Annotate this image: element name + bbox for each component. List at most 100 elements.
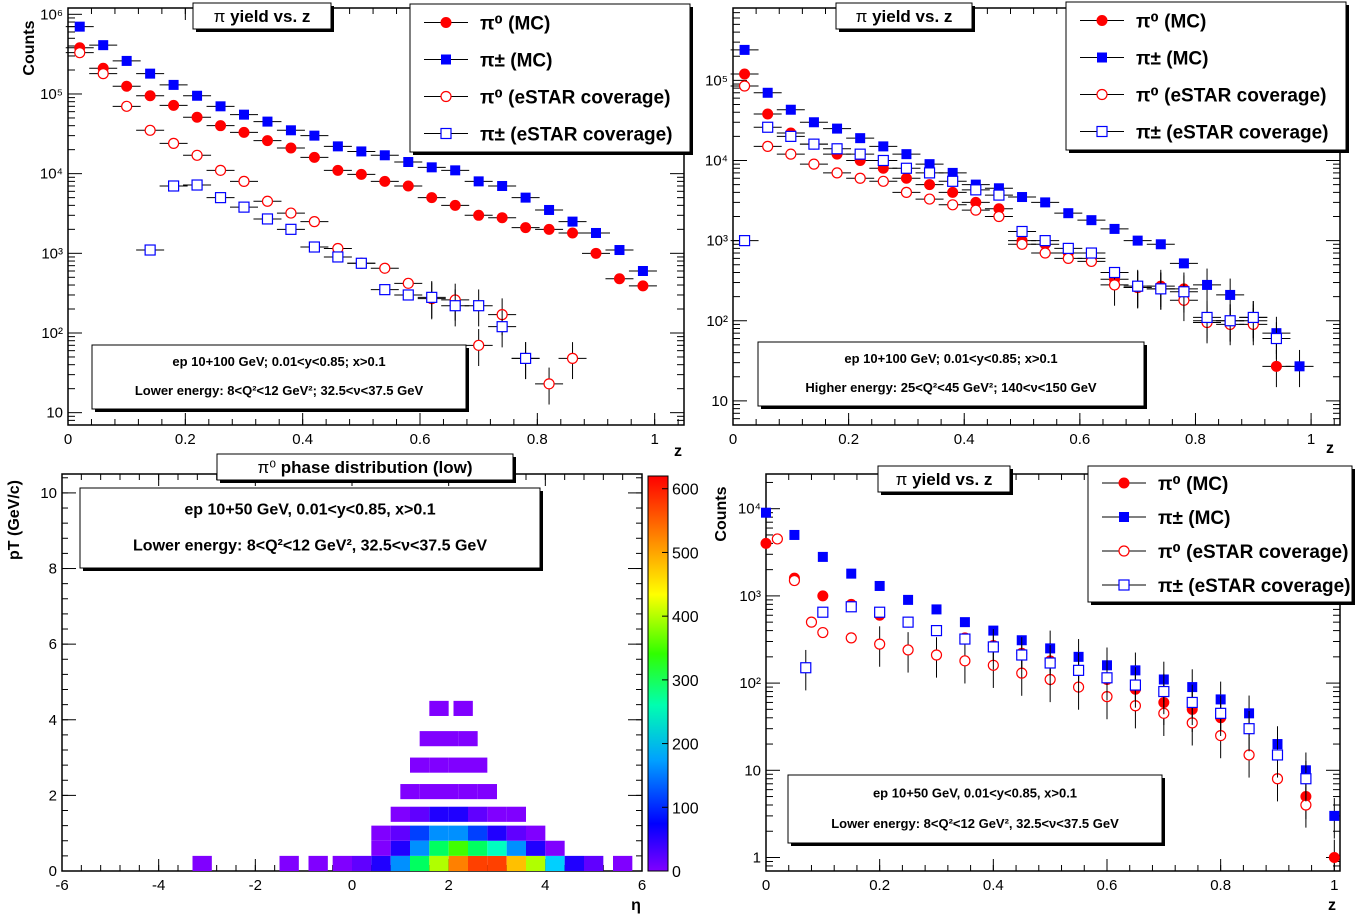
data-point [121, 100, 133, 112]
data-point [903, 594, 914, 605]
data-point [785, 104, 796, 115]
data-point [1086, 215, 1097, 226]
heatmap-cell [419, 784, 439, 800]
heatmap-cell [308, 855, 328, 871]
data-point [1328, 851, 1340, 863]
data-point [543, 378, 555, 390]
heatmap-cell [390, 825, 410, 841]
data-point [817, 606, 829, 618]
data-point [878, 141, 889, 152]
heatmap-cell [371, 855, 391, 871]
data-point [355, 168, 367, 180]
series-4 [800, 601, 1312, 802]
data-point [738, 235, 751, 247]
data-point [567, 216, 578, 227]
data-point [808, 138, 820, 150]
title-symbol: π [214, 7, 226, 26]
data-point [450, 165, 461, 176]
legend-marker [440, 90, 452, 103]
y-tick-label: 10⁴ [40, 166, 63, 183]
x-tick-label: 0.8 [527, 431, 548, 448]
y-tick-label: 10³ [706, 233, 728, 250]
data-point [356, 146, 367, 157]
data-point [637, 280, 649, 292]
legend-label: π⁰ (eSTAR coverage) [1136, 86, 1326, 107]
data-point [261, 195, 274, 207]
data-point [473, 209, 485, 221]
data-point [771, 533, 783, 545]
x-tick-label: 0 [348, 877, 356, 894]
data-point [168, 180, 180, 192]
data-point [947, 199, 959, 211]
heatmap-cell [526, 825, 546, 841]
data-point [591, 227, 601, 238]
y-tick-label: 10 [744, 762, 761, 779]
data-point [923, 193, 936, 205]
info-line-1: ep 10+100 GeV; 0.01<y<0.85; x>0.1 [844, 351, 1057, 366]
data-point [900, 162, 913, 174]
data-point [215, 101, 226, 112]
heatmap-cell [429, 806, 449, 822]
x-tick-label: 2 [444, 877, 452, 894]
title-text: yield vs. z [907, 470, 992, 489]
data-point [285, 223, 297, 235]
data-point [1016, 225, 1028, 238]
data-point [1215, 707, 1227, 719]
overlay-layer: π yield vs. z π⁰ (MC) π± (MC) π⁰ (eSTAR cov… [6, 1, 1355, 914]
data-point [817, 590, 829, 602]
data-point [817, 551, 828, 562]
info-line-2: Higher energy: 25<Q²<45 GeV²; 140<ν<150 … [805, 380, 1097, 395]
heatmap-cell [400, 784, 420, 800]
data-point [1270, 360, 1282, 372]
data-point [959, 655, 971, 667]
palette-tick-label: 600 [672, 482, 699, 499]
palette-tick-label: 300 [672, 673, 699, 690]
panel-2-overlay: π yield vs. z π⁰ (MC) π± (MC) π⁰ (eSTAR cov… [757, 1, 1349, 457]
data-point [261, 213, 274, 225]
x-tick-label: 0 [64, 431, 72, 448]
data-point [168, 137, 180, 149]
heatmap-cell [192, 855, 212, 871]
info-line-1: ep 10+50 GeV, 0.01<y<0.85, x>0.1 [873, 785, 1077, 800]
data-point [261, 135, 273, 147]
y-tick-label: 10 [46, 405, 63, 422]
data-point [762, 121, 774, 133]
data-point [1158, 685, 1170, 698]
marks-layer [65, 21, 1340, 871]
legend-label: π± (eSTAR coverage) [1158, 576, 1351, 597]
y-tick-label: 10⁴ [705, 152, 728, 169]
chart-title: π yield vs. z [856, 7, 953, 26]
x-tick-label: 0 [729, 431, 737, 448]
x-tick-label: 0.6 [1069, 431, 1090, 448]
heatmap-cell [468, 806, 488, 822]
panel-3-overlay: π⁰ phase distribution (low) ep 10+50 GeV,… [6, 453, 641, 914]
data-point [1155, 283, 1167, 295]
data-point [762, 108, 774, 120]
data-point [785, 148, 797, 160]
info-box [91, 344, 467, 410]
data-point [877, 175, 889, 187]
data-point [987, 641, 999, 653]
palette-tick-label: 400 [672, 609, 699, 626]
panel-4-overlay: π yield vs. z π⁰ (MC) π± (MC) π⁰ (eSTAR cov… [713, 465, 1355, 914]
data-point [238, 201, 250, 213]
y-axis-label: Counts [713, 486, 730, 541]
y-axis-label: Counts [21, 20, 38, 75]
data-point [168, 79, 179, 90]
data-point [262, 116, 273, 127]
x-tick-label: 0.4 [954, 431, 975, 448]
data-point [1178, 258, 1189, 269]
data-point [74, 47, 86, 59]
x-tick-label: 1 [1330, 877, 1338, 894]
title-box [192, 2, 332, 30]
legend-marker [1096, 125, 1108, 138]
heatmap-cell [390, 840, 410, 856]
heatmap-cell [429, 757, 449, 773]
data-point [762, 140, 774, 152]
data-point [1016, 649, 1028, 661]
data-point [993, 183, 1004, 194]
data-point [543, 223, 555, 235]
data-point [402, 289, 414, 301]
heatmap-cell [487, 840, 507, 856]
